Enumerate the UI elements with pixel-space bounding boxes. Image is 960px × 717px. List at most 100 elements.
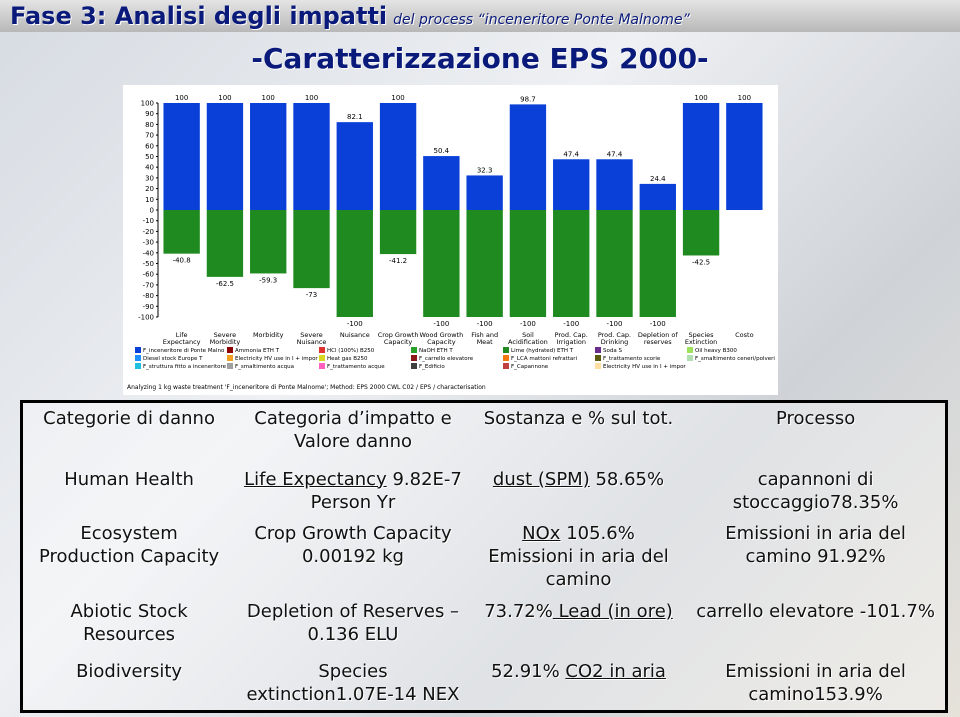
x-tick-label: Species Extinction — [685, 331, 717, 346]
bar — [379, 210, 417, 255]
legend-swatch — [135, 355, 141, 361]
table-cell: Species extinction1.07E-14 NEX — [235, 656, 471, 712]
x-tick-line: Acidification — [508, 338, 548, 346]
x-tick-line: Morbidity — [253, 331, 284, 339]
x-tick-line: Crop Growth — [378, 331, 419, 339]
value-label: 24.4 — [650, 175, 666, 183]
legend-label: F_carrello elevatore — [419, 356, 474, 362]
value-label: 100 — [738, 94, 751, 102]
x-tick-line: Nuisance — [340, 331, 370, 339]
value-label: -100 — [650, 320, 666, 328]
x-tick-line: Drinking — [601, 338, 628, 346]
underlined-text: Lead (in ore) — [552, 600, 673, 622]
legend-swatch — [319, 355, 325, 361]
legend-swatch — [503, 363, 509, 369]
value-label: 98.7 — [520, 95, 536, 103]
bar — [163, 210, 200, 254]
y-tick-label: 80 — [145, 121, 154, 129]
underlined-text: NOx — [522, 522, 561, 544]
table-cell: Emissioni in aria del camino153.9% — [686, 656, 946, 712]
table-cell: Emissioni in aria del camino 91.92% — [686, 518, 946, 596]
x-tick-line: Capacity — [384, 338, 413, 346]
cell-text: 105.6% Emissioni in aria del camino — [488, 522, 669, 590]
cell-text: Abiotic Stock Resources — [70, 600, 188, 645]
underlined-text: CO2 in aria — [565, 660, 666, 682]
bar — [336, 122, 373, 210]
legend-label: F_smaltimento acqua — [235, 364, 294, 370]
x-tick-label: Morbidity — [253, 331, 284, 339]
legend-swatch — [227, 355, 233, 361]
x-tick-label: Costo — [735, 331, 753, 339]
x-tick-line: reserves — [644, 338, 672, 346]
x-tick-label: Soil Acidification — [508, 331, 548, 346]
header-cell: Categorie di danno — [43, 408, 215, 429]
legend-label: NaOH ETH T — [419, 348, 453, 354]
bar — [163, 103, 200, 210]
x-tick-line: Meat — [477, 338, 494, 346]
x-tick-label: Fish and Meat — [471, 331, 498, 346]
title-text: Fase 3: Analisi degli impatti — [10, 2, 388, 30]
y-tick-label: 60 — [145, 142, 154, 150]
x-tick-line: Costo — [735, 331, 753, 339]
legend-swatch — [503, 355, 509, 361]
x-tick-line: Soil — [522, 331, 534, 339]
value-label: 50.4 — [434, 147, 450, 155]
table-row: Abiotic Stock Resources Depletion of Rese… — [22, 596, 947, 656]
value-label: -41.2 — [389, 257, 407, 265]
value-label: -100 — [433, 320, 449, 328]
table-cell: NOx 105.6% Emissioni in aria del camino — [471, 518, 686, 596]
bar — [250, 103, 287, 210]
y-tick-label: 50 — [145, 153, 154, 161]
value-label: -100 — [563, 320, 579, 328]
bar — [423, 156, 460, 210]
x-tick-line: Prod. Cap. — [555, 331, 588, 339]
value-label: -42.5 — [692, 258, 710, 266]
legend-label: F_trattamento acque — [327, 364, 385, 370]
legend-swatch — [687, 355, 693, 361]
table-cell: Life Expectancy 9.82E-7 Person Yr — [235, 464, 471, 518]
cell-text: Human Health — [64, 468, 194, 490]
table-cell: Depletion of Reserves –0.136 ELU — [235, 596, 471, 656]
legend-label: F_Edificio — [419, 364, 445, 370]
value-label: -73 — [306, 291, 317, 299]
y-tick-label: -60 — [143, 271, 154, 279]
bar — [293, 103, 330, 210]
title-bar — [0, 0, 960, 32]
table-cell: carrello elevatore -101.7% — [686, 596, 946, 656]
bar — [423, 210, 460, 317]
x-tick-label: Severe Nuisance — [297, 331, 327, 346]
value-label: 100 — [175, 94, 188, 102]
legend-label: Electricity HV use in I + impor — [235, 356, 318, 362]
legend-label: F_struttura fitto a inceneritore — [143, 364, 227, 370]
x-tick-line: Life — [176, 331, 188, 339]
y-tick-label: 100 — [141, 100, 154, 108]
x-tick-label: Wood Growth Capacity — [419, 331, 463, 346]
x-tick-label: Crop Growth Capacity — [378, 331, 419, 346]
bar — [336, 210, 373, 317]
y-tick-label: 30 — [145, 174, 154, 182]
legend-swatch — [687, 347, 693, 353]
x-tick-line: Extinction — [685, 338, 717, 346]
table-cell: dust (SPM) 58.65% — [471, 464, 686, 518]
title-note: del process “inceneritore Ponte Malnome” — [393, 12, 690, 28]
legend-label: F_trattamento scorie — [603, 356, 661, 362]
legend-swatch — [503, 347, 509, 353]
value-label: -100 — [520, 320, 536, 328]
legend-swatch — [319, 347, 325, 353]
header-cell: Sostanza e % sul tot. — [483, 408, 674, 429]
legend-swatch — [319, 363, 325, 369]
cell-text: Depletion of Reserves –0.136 ELU — [246, 600, 460, 645]
y-tick-label: -70 — [143, 281, 154, 289]
title: Fase 3: Analisi degli impatti del process… — [10, 2, 690, 30]
legend-label: Electricity HV use in I + impor — [603, 364, 686, 370]
value-label: 32.3 — [477, 166, 493, 174]
value-label: 47.4 — [563, 150, 579, 158]
legend-swatch — [595, 363, 601, 369]
legend-label: F_LCA mattoni refrattari — [511, 356, 578, 362]
legend-label: Lime (hydrated) ETH T — [511, 348, 574, 354]
value-label: 82.1 — [347, 113, 363, 121]
legend-label: Ammonia ETH T — [235, 348, 280, 354]
chart: -100-90-80-70-60-50-40-30-20-10010203040… — [123, 85, 778, 395]
x-tick-line: Wood Growth — [419, 331, 463, 339]
